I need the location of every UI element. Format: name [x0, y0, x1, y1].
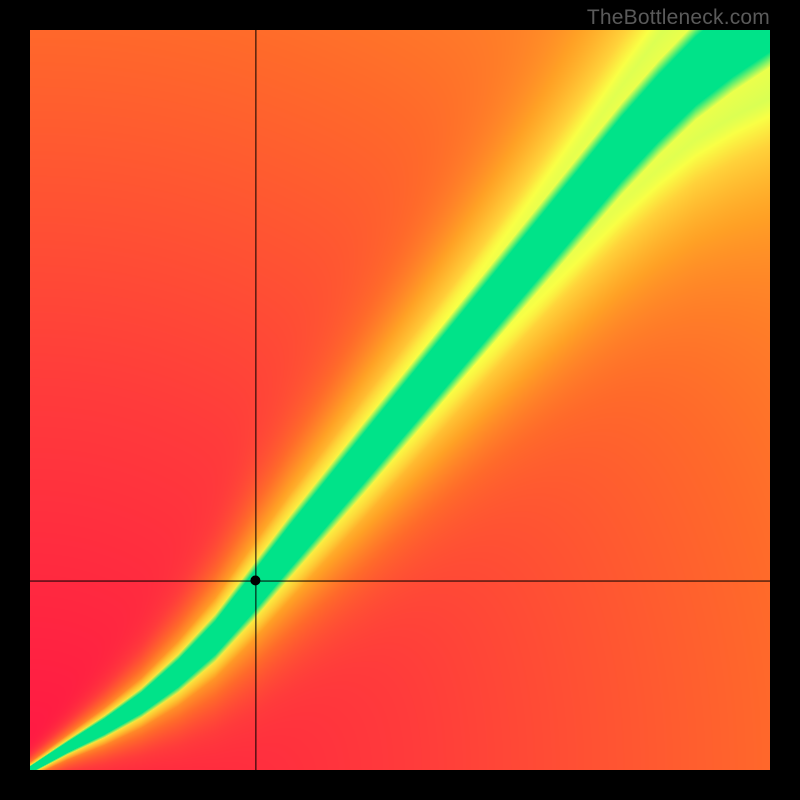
chart-container: TheBottleneck.com [0, 0, 800, 800]
heatmap-plot [30, 30, 770, 770]
watermark-text: TheBottleneck.com [587, 6, 770, 30]
